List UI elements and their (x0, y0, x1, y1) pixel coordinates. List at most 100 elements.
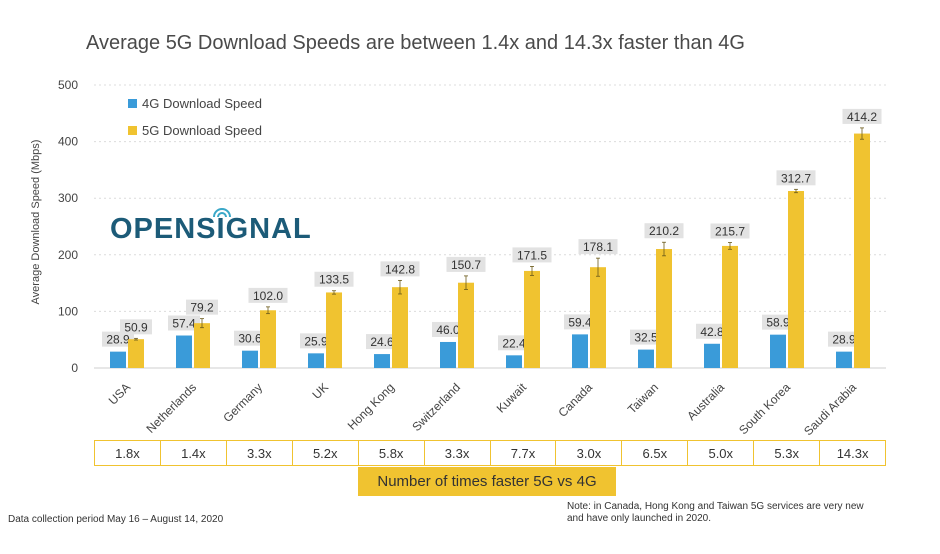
data-label: 28.9 (106, 333, 130, 347)
x-tick-label: UK (309, 380, 331, 402)
bar-4g (374, 354, 390, 368)
data-label: 178.1 (583, 240, 613, 254)
ratio-cell: 5.8x (359, 441, 425, 465)
value-label-bg (446, 256, 486, 272)
x-tick-label: USA (106, 380, 133, 407)
value-label-bg (234, 330, 266, 346)
ratio-row: 1.8x 1.4x 3.3x 5.2x 5.8x 3.3x 7.7x 3.0x 6.5x 5.0x… (94, 440, 886, 466)
data-label: 22.4 (502, 336, 526, 350)
value-label-bg (512, 247, 552, 263)
bar-4g (506, 355, 522, 368)
data-label: 79.2 (190, 301, 214, 315)
ratio-cell: 1.8x (95, 441, 161, 465)
ratio-cell: 14.3x (836, 445, 869, 461)
bar-4g (176, 335, 192, 368)
value-label-bg (762, 314, 794, 330)
value-label-bg (366, 334, 398, 350)
bar-4g (836, 351, 852, 368)
data-label: 133.5 (319, 273, 349, 287)
x-tick-label: Kuwait (494, 380, 530, 416)
bar-5g (524, 270, 540, 368)
y-tick-label: 200 (58, 248, 78, 262)
value-label-bg (776, 170, 816, 186)
x-tick-label: Netherlands (143, 380, 199, 436)
x-tick-label: South Korea (736, 380, 793, 437)
data-period-note: Data collection period May 16 – August 1… (8, 514, 224, 525)
bar-4g (110, 351, 126, 368)
legend-swatch-5g (128, 126, 137, 135)
ratio-cell: 5.2x (293, 441, 359, 465)
bar-4g (770, 334, 786, 368)
bar-4g (308, 353, 324, 368)
legend: 4G Download Speed 5G Download Speed (128, 90, 262, 144)
value-label-bg (578, 239, 618, 255)
legend-item-4g: 4G Download Speed (128, 90, 262, 117)
data-label: 24.6 (370, 335, 394, 349)
value-label-bg (644, 223, 684, 239)
x-tick-label: Switzerland (409, 380, 463, 434)
data-label: 50.9 (124, 320, 148, 334)
value-label-bg (380, 261, 420, 277)
data-label: 57.4 (172, 317, 196, 331)
bar-5g (458, 282, 474, 368)
value-label-bg (248, 287, 288, 303)
bar-5g (194, 323, 210, 368)
data-label: 150.7 (451, 258, 481, 272)
data-label: 414.2 (847, 110, 877, 124)
legend-label-4g: 4G Download Speed (142, 96, 262, 111)
bar-4g (440, 341, 456, 368)
data-label: 312.7 (781, 171, 811, 185)
value-label-bg (710, 223, 750, 239)
value-label-bg (168, 315, 200, 331)
x-tick-label: Hong Kong (345, 380, 397, 432)
bar-5g (656, 249, 672, 368)
bar-4g (704, 343, 720, 368)
data-label: 42.8 (700, 325, 724, 339)
ratio-cell: 3.3x (227, 441, 293, 465)
data-label: 171.5 (517, 248, 547, 262)
bar-5g (128, 339, 144, 368)
value-label-bg (564, 314, 596, 330)
data-label: 102.0 (253, 289, 283, 303)
chart-title: Average 5G Download Speeds are between 1… (86, 32, 745, 54)
data-label: 25.9 (304, 334, 328, 348)
ratio-cell: 3.0x (556, 441, 623, 465)
data-label: 46.0 (436, 323, 460, 337)
data-label: 28.9 (832, 333, 856, 347)
data-label: 210.2 (649, 224, 679, 238)
value-label-bg (314, 271, 354, 287)
data-label: 59.4 (568, 315, 592, 329)
bar-5g (788, 191, 804, 368)
y-tick-label: 100 (58, 304, 78, 318)
data-label: 30.6 (238, 332, 262, 346)
value-label-bg (828, 331, 860, 347)
value-label-bg (498, 335, 530, 351)
value-label-bg (696, 323, 728, 339)
legend-item-5g: 5G Download Speed (128, 117, 262, 144)
legend-swatch-4g (128, 99, 137, 108)
opensignal-logo: OPENSIGNAL (110, 213, 312, 245)
bar-5g (590, 267, 606, 368)
value-label-bg (432, 321, 464, 337)
y-tick-label: 500 (58, 78, 78, 92)
bar-5g (392, 287, 408, 368)
ratio-cell: 6.5x (622, 441, 689, 465)
x-tick-label: Saudi Arabia (801, 380, 859, 438)
bar-5g (260, 310, 276, 368)
bar-4g (242, 350, 258, 368)
value-label-bg (300, 333, 332, 349)
bar-5g (854, 133, 870, 368)
data-label: 215.7 (715, 225, 745, 239)
value-label-bg (102, 331, 134, 347)
value-label-bg (842, 108, 882, 124)
y-tick-label: 300 (58, 191, 78, 205)
ratio-cell: 5.0x (688, 441, 755, 465)
y-tick-label: 400 (58, 135, 78, 149)
bar-4g (638, 349, 654, 368)
ratio-label: Number of times faster 5G vs 4G (358, 467, 616, 496)
y-tick-label: 0 (71, 361, 78, 375)
x-tick-label: Canada (555, 380, 595, 420)
y-axis-label: Average Download Speed (Mbps) (30, 139, 42, 305)
legend-label-5g: 5G Download Speed (142, 123, 262, 138)
